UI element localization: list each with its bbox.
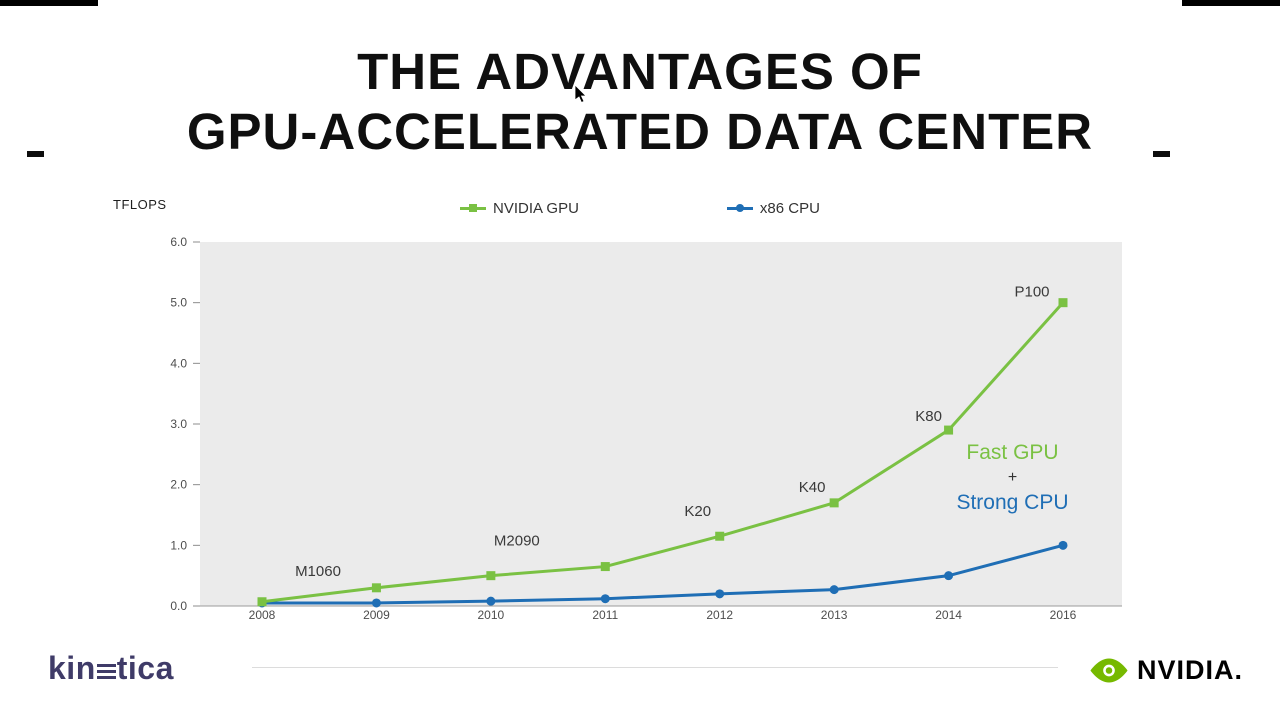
point-label: K40 [799,479,826,496]
legend-line-marker [460,204,487,212]
left-edge-artifact [27,151,44,157]
nvidia-wordmark: NVIDIA. [1136,655,1243,685]
series-line-0 [261,301,1065,604]
y-tick-label: 2.0 [170,478,187,492]
data-point-marker [715,589,725,599]
point-label: K20 [684,503,711,520]
data-point-marker [715,531,725,541]
right-edge-artifact [1153,151,1170,157]
x-tick-label: 2014 [935,608,962,622]
x-tick-label: 2010 [478,608,505,622]
point-label: M2090 [494,533,540,550]
legend-square-marker-icon [469,204,478,212]
legend-circle-marker-icon [735,204,744,212]
x-tick-label: 2008 [249,608,276,622]
point-label: P100 [1014,284,1049,301]
point-label: K80 [915,408,942,425]
slide-title-line1: THE ADVANTAGES OF [357,43,923,100]
series-line-1 [262,543,1064,605]
data-point-marker [1058,298,1068,308]
plot-area [200,242,1122,606]
data-point-marker [600,562,610,572]
point-label: M1060 [295,563,341,580]
x-tick-label: 2011 [592,608,618,622]
data-point-marker [829,498,839,508]
data-point-marker [371,598,381,608]
data-point-marker [257,597,267,607]
y-tick-label: 3.0 [170,417,187,431]
mouse-cursor [574,85,587,104]
legend-item-x86-cpu: x86 CPU [726,200,820,217]
chart-legend: NVIDIA GPU x86 CPU [0,200,1280,217]
nvidia-logo: NVIDIA. [1089,655,1243,686]
kinetica-e-glyph-icon [96,664,116,679]
legend-label-x86-cpu: x86 CPU [759,200,820,217]
footer-divider [252,667,1058,668]
kinetica-logo-suffix: tica [116,650,174,686]
slide-title-line2: GPU-ACCELERATED DATA CENTER [186,103,1094,160]
data-point-marker [600,594,610,604]
nvidia-eye-icon [1090,658,1128,683]
annotation-plus: + [1007,469,1018,486]
data-point-marker [829,585,839,595]
x-tick-label: 2012 [706,608,733,622]
data-point-marker [486,596,496,606]
y-axis-title: TFLOPS [113,197,167,212]
slide-title: THE ADVANTAGES OF GPU-ACCELERATED DATA C… [0,42,1280,162]
x-tick-label: 2013 [821,608,848,622]
y-tick-label: 5.0 [170,296,187,310]
chart-annotation: Fast GPU + Strong CPU [925,441,1100,515]
y-tick-label: 4.0 [170,356,187,370]
y-tick-label: 1.0 [170,538,187,552]
x-tick-label: 2016 [1050,608,1077,622]
x-tick-label: 2009 [363,608,390,622]
kinetica-logo: kin tica [48,650,174,687]
legend-line-marker [726,204,753,212]
kinetica-logo-prefix: kin [48,650,96,686]
legend-item-nvidia-gpu: NVIDIA GPU [460,200,579,217]
y-tick-label: 6.0 [170,235,187,249]
y-tick-label: 0.0 [170,599,187,613]
data-point-marker [1058,540,1068,550]
data-point-marker [371,583,381,593]
legend-label-nvidia-gpu: NVIDIA GPU [493,200,579,217]
top-right-edge-bar [1182,0,1280,6]
annotation-fast-gpu: Fast GPU [966,441,1059,464]
data-point-marker [944,425,954,435]
top-left-edge-bar [0,0,98,6]
data-point-marker [486,571,496,581]
annotation-strong-cpu: Strong CPU [956,491,1069,514]
data-point-marker [944,571,954,581]
